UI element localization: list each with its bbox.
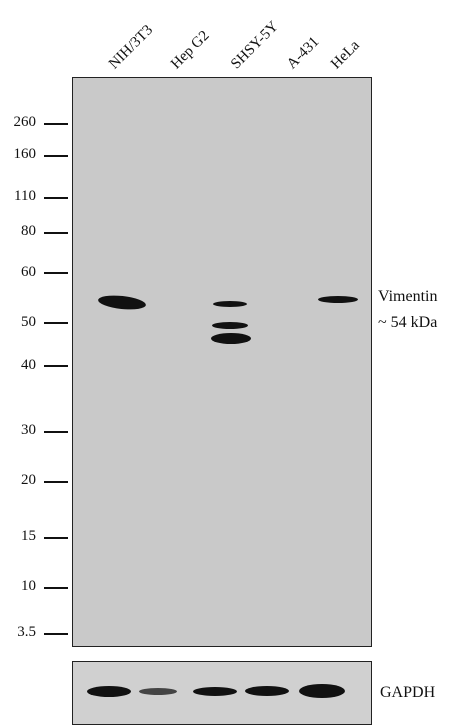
- target-name-label: Vimentin: [378, 288, 438, 305]
- marker-label-50: 50: [21, 314, 36, 330]
- marker-label-80: 80: [21, 223, 36, 239]
- marker-label-10: 10: [21, 578, 36, 594]
- marker-tick-3-5: [44, 633, 68, 635]
- band-nih3t3-vimentin: [97, 293, 147, 312]
- marker-label-30: 30: [21, 422, 36, 438]
- band-gapdh-lane3: [193, 687, 237, 696]
- band-hela-vimentin: [318, 296, 358, 303]
- marker-tick-260: [44, 123, 68, 125]
- western-blot-panel: [72, 77, 372, 647]
- marker-tick-160: [44, 155, 68, 157]
- marker-label-20: 20: [21, 472, 36, 488]
- marker-label-60: 60: [21, 264, 36, 280]
- loading-control-label: GAPDH: [380, 684, 436, 701]
- marker-label-15: 15: [21, 528, 36, 544]
- marker-label-40: 40: [21, 357, 36, 373]
- marker-tick-15: [44, 537, 68, 539]
- marker-tick-60: [44, 272, 68, 274]
- marker-tick-20: [44, 481, 68, 483]
- band-gapdh-lane2: [139, 688, 177, 695]
- lane-label-hela: HeLa: [327, 37, 363, 73]
- marker-label-110: 110: [14, 188, 36, 204]
- marker-label-160: 160: [13, 146, 37, 162]
- target-size-label: ~ 54 kDa: [378, 314, 438, 331]
- lane-label-hepg2: Hep G2: [167, 27, 213, 73]
- band-gapdh-lane5: [299, 684, 345, 698]
- marker-label-260: 260: [13, 114, 37, 130]
- marker-tick-30: [44, 431, 68, 433]
- marker-tick-10: [44, 587, 68, 589]
- gapdh-blot-panel: [72, 661, 372, 725]
- band-shsy5y-lower: [211, 333, 251, 344]
- band-gapdh-lane4: [245, 686, 289, 696]
- lane-label-a431: A-431: [283, 33, 323, 73]
- band-gapdh-lane1: [87, 686, 131, 697]
- marker-label-3-5: 3.5: [17, 624, 36, 640]
- band-shsy5y-middle: [212, 322, 248, 329]
- lane-label-nih3t3: NIH/3T3: [105, 22, 157, 73]
- marker-tick-50: [44, 322, 68, 324]
- marker-tick-40: [44, 365, 68, 367]
- band-shsy5y-upper: [213, 301, 247, 307]
- marker-tick-80: [44, 232, 68, 234]
- marker-tick-110: [44, 197, 68, 199]
- lane-label-shsy5y: SHSY-5Y: [227, 18, 282, 73]
